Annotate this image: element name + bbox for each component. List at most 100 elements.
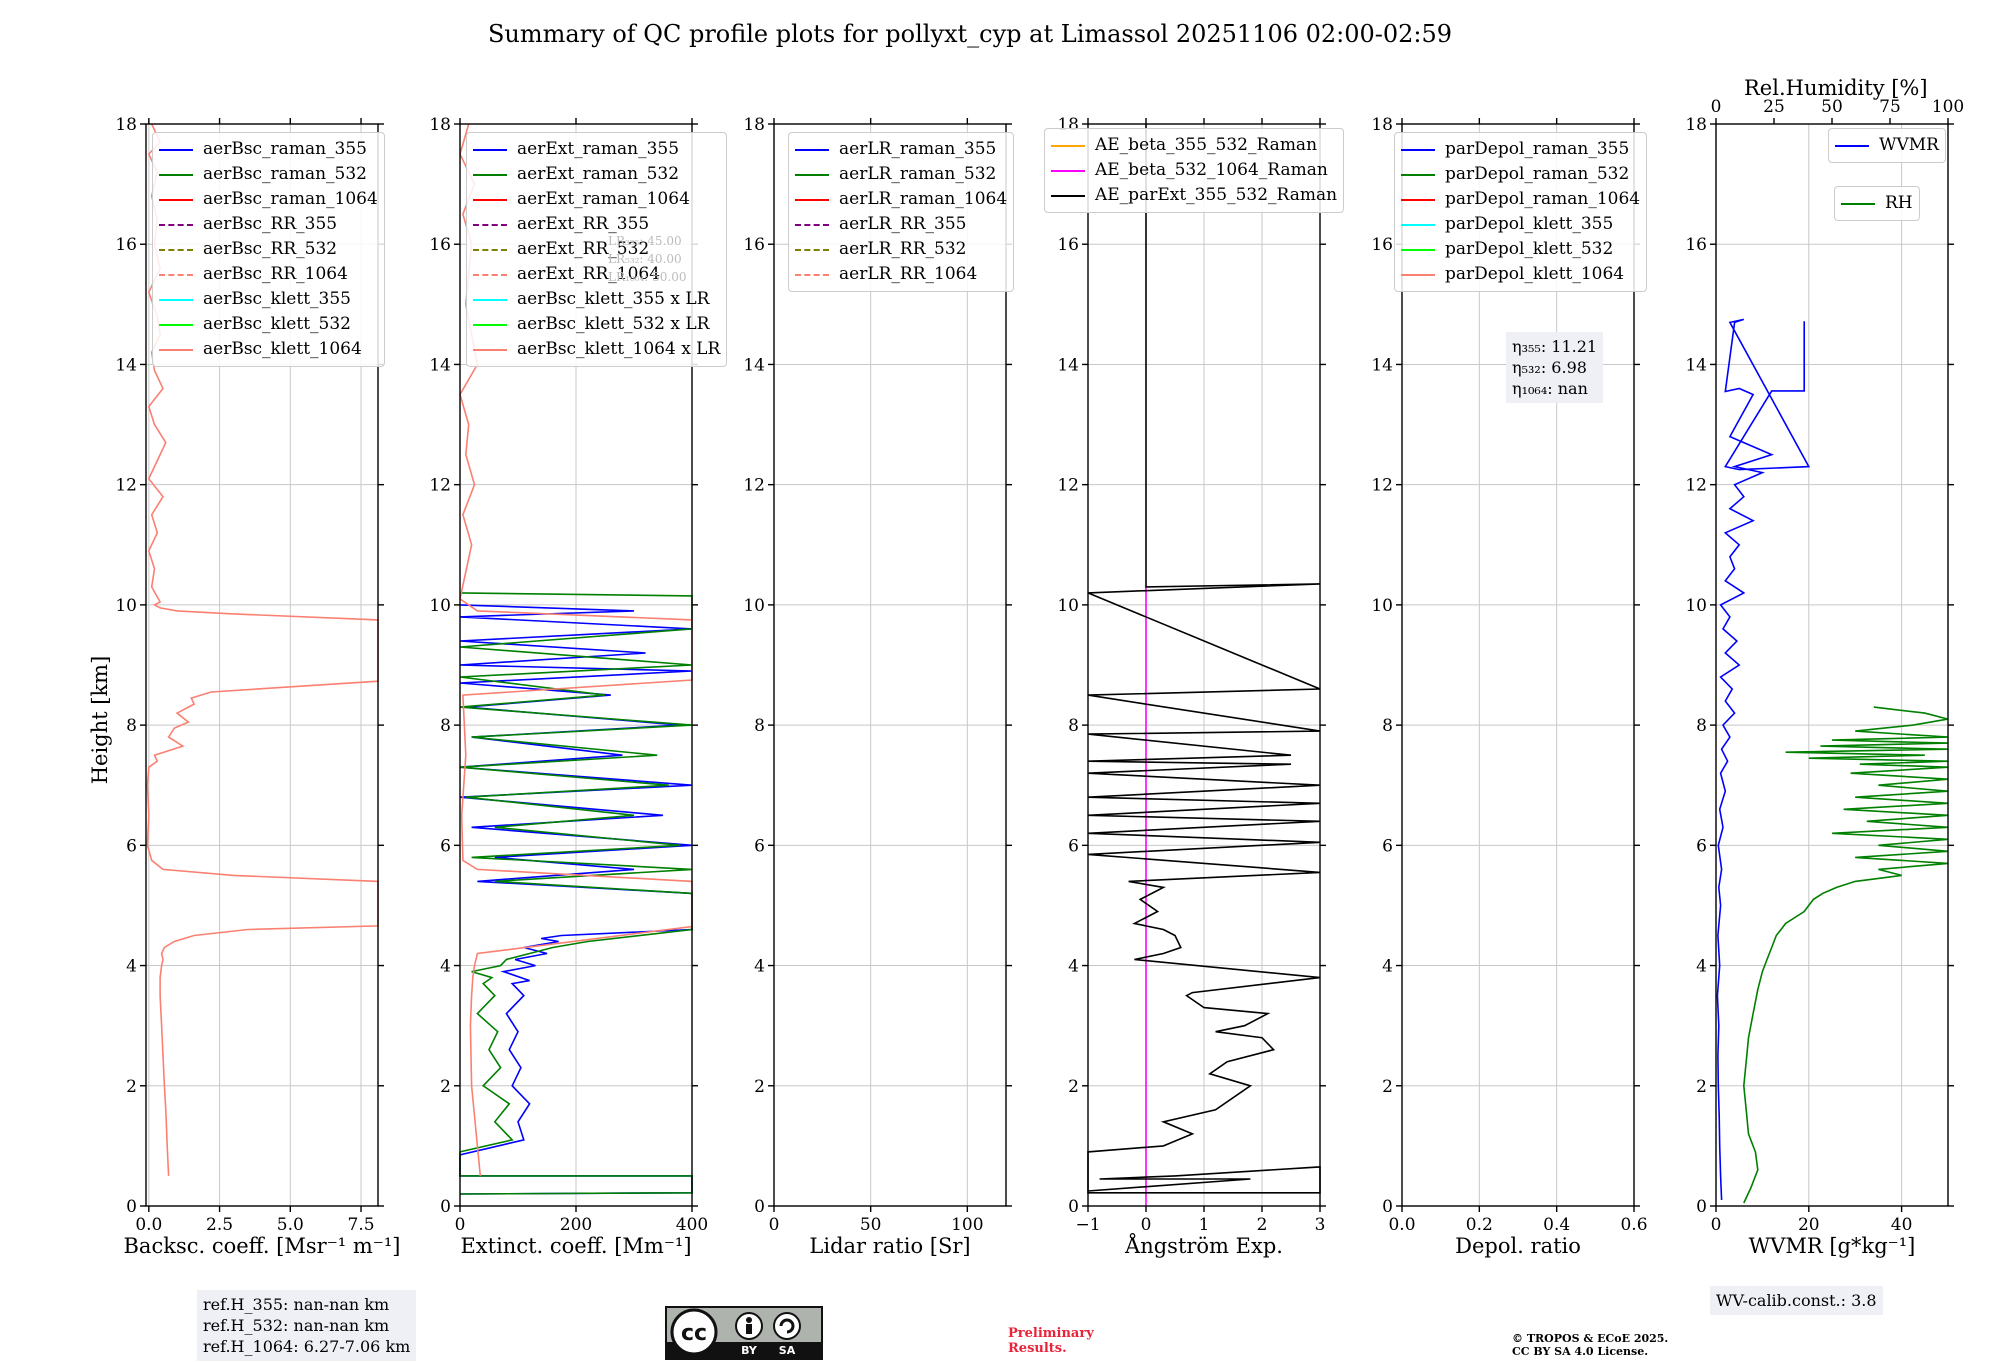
series-RH	[1742, 706, 1949, 1204]
legend-label: aerBsc_raman_1064	[203, 189, 378, 209]
legend-swatch	[473, 148, 507, 151]
legend-label: WVMR	[1879, 135, 1939, 155]
legend-entry: AE_parExt_355_532_Raman	[1051, 183, 1337, 208]
y-tick-label: 6	[754, 836, 765, 856]
legend-label: aerBsc_raman_355	[203, 139, 367, 159]
y-tick-label: 10	[1685, 596, 1707, 616]
legend-entry: parDepol_klett_1064	[1401, 262, 1640, 287]
legend-entry: aerLR_raman_355	[795, 137, 1007, 162]
legend-label: parDepol_raman_532	[1445, 164, 1630, 184]
y-tick-label: 18	[429, 115, 451, 135]
legend-entry: aerExt_raman_1064	[473, 187, 720, 212]
cc-by-sa-icon: cc BY SA	[667, 1308, 821, 1358]
y-tick-label: 18	[115, 115, 137, 135]
y-tick-label: 16	[115, 235, 137, 255]
legend-entry: aerBsc_raman_355	[159, 137, 378, 162]
legend-swatch	[159, 248, 193, 251]
legend-label: aerLR_raman_1064	[839, 189, 1008, 209]
legend-entry: WVMR	[1835, 133, 1939, 158]
legend-swatch	[1051, 144, 1085, 147]
cc-by-text: BY	[741, 1344, 758, 1357]
legend-swatch	[1051, 194, 1085, 197]
y-tick-label: 16	[743, 235, 765, 255]
legend-swatch	[159, 348, 193, 351]
backscatter-x-axis-label: Backsc. coeff. [Msr⁻¹ m⁻¹]	[123, 1234, 401, 1258]
y-tick-label: 14	[1057, 355, 1079, 375]
copyright-note: © TROPOS & ECoE 2025. CC BY SA 4.0 Licen…	[1512, 1332, 1668, 1358]
wv-calibration-box: WV-calib.const.: 3.8	[1710, 1286, 1883, 1315]
y-tick-label: 12	[743, 476, 765, 496]
y-tick-label: 12	[115, 476, 137, 496]
lidar-ratio-label: LR₃₅₅: 45.00	[608, 234, 682, 248]
wv-calibration-text: WV-calib.const.: 3.8	[1716, 1291, 1877, 1310]
y-tick-label: 4	[1382, 957, 1393, 977]
y-tick-label: 8	[1068, 716, 1079, 736]
legend-swatch	[795, 198, 829, 201]
series-WVMR	[1716, 318, 1811, 1201]
y-tick-label: 10	[115, 596, 137, 616]
legend-swatch	[159, 223, 193, 226]
x-tick-label: 0.4	[1543, 1215, 1570, 1235]
cc-sa-text: SA	[779, 1344, 796, 1357]
x-tick-label: 1	[1199, 1215, 1210, 1235]
legend-swatch	[473, 248, 507, 251]
axes-frame	[773, 123, 1007, 1207]
legend-label: aerBsc_klett_355 x LR	[517, 289, 710, 309]
legend-entry: aerBsc_klett_1064	[159, 337, 378, 362]
y-tick-label: 4	[440, 957, 451, 977]
top-x-tick-label: 50	[1821, 97, 1843, 117]
legend-label: aerLR_RR_1064	[839, 264, 978, 284]
y-tick-label: 0	[754, 1197, 765, 1217]
legend-label: aerExt_raman_355	[517, 139, 680, 159]
legend-entry: aerBsc_RR_1064	[159, 262, 378, 287]
y-tick-label: 4	[1068, 957, 1079, 977]
legend-swatch	[795, 223, 829, 226]
legend-label: aerBsc_raman_532	[203, 164, 367, 184]
lidar-ratio-labels: LR₃₅₅: 45.00 LR₅₃₂: 40.00 LR₁₀₆₄: 50.00	[608, 232, 686, 286]
y-tick-label: 16	[1371, 235, 1393, 255]
legend-label: aerBsc_klett_532	[203, 314, 351, 334]
legend-swatch	[159, 198, 193, 201]
y-tick-label: 0	[1382, 1197, 1393, 1217]
legend-entry: parDepol_raman_532	[1401, 162, 1640, 187]
legend-swatch	[473, 273, 507, 276]
legend-label: RH	[1885, 193, 1913, 213]
legend-swatch	[1401, 223, 1435, 226]
x-tick-label: 0	[769, 1215, 780, 1235]
legend-label: aerBsc_klett_355	[203, 289, 351, 309]
legend-entry: parDepol_raman_1064	[1401, 187, 1640, 212]
preliminary-line-1: Preliminary	[1008, 1326, 1094, 1341]
panel-lidar_ratio: 0 2 4 6 8 10 12 14 16 18 0 50 100 aerLR_raman_355 aerL…	[743, 115, 1015, 1235]
lidar-ratio-label: LR₅₃₂: 40.00	[608, 252, 682, 266]
legend-label: aerBsc_klett_1064 x LR	[517, 339, 721, 359]
legend-entry: parDepol_klett_532	[1401, 237, 1640, 262]
y-tick-label: 14	[1685, 355, 1707, 375]
y-tick-label: 4	[754, 957, 765, 977]
legend-entry: aerBsc_RR_355	[159, 212, 378, 237]
x-tick-label: 0	[455, 1215, 466, 1235]
top-x-tick-label: 100	[1932, 97, 1964, 117]
legend-swatch	[795, 148, 829, 151]
y-tick-label: 18	[1685, 115, 1707, 135]
y-tick-label: 2	[1696, 1077, 1707, 1097]
legend-entry: aerBsc_klett_355	[159, 287, 378, 312]
legend-label: aerLR_raman_532	[839, 164, 997, 184]
eta-box: η₃₅₅: 11.21 η₅₃₂: 6.98 η₁₀₆₄: nan	[1506, 332, 1604, 403]
panel-backscatter: 0 2 4 6 8 10 12 14 16 18 0.0 2.5 5.0 7.5 aerBsc_raman_…	[115, 115, 385, 1235]
rh-legend: RH	[1834, 186, 1920, 221]
y-tick-label: 4	[126, 957, 137, 977]
y-tick-label: 16	[429, 235, 451, 255]
y-tick-label: 10	[1371, 596, 1393, 616]
panel-wvmr: 0 2 4 6 8 10 12 14 16 18 0 20 40 0 25 50 75 100 WVMR RH	[1685, 97, 1964, 1235]
x-tick-label: 0.0	[1388, 1215, 1415, 1235]
y-tick-label: 6	[1068, 836, 1079, 856]
y-tick-label: 6	[440, 836, 451, 856]
series-aerExt_raman_532	[459, 592, 693, 1195]
legend-swatch	[795, 273, 829, 276]
axes-frame	[1401, 123, 1635, 1207]
y-tick-label: 2	[1068, 1077, 1079, 1097]
depol-x-axis-label: Depol. ratio	[1455, 1234, 1581, 1258]
legend-entry: RH	[1841, 191, 1913, 216]
reference-heights-box: ref.H_355: nan-nan km ref.H_532: nan-nan…	[197, 1290, 417, 1361]
